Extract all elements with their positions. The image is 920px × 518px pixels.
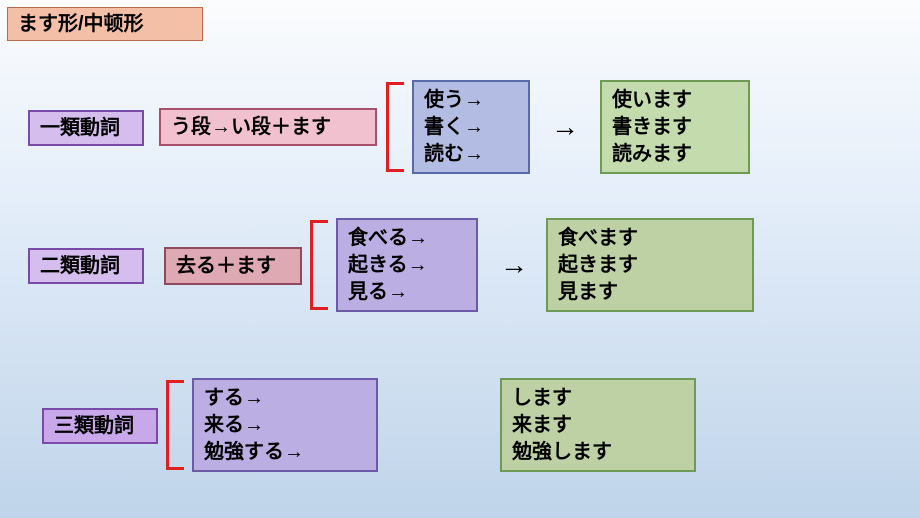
arrow-2: →: [494, 250, 534, 280]
type-label-1: 一類動詞: [28, 110, 144, 146]
rule-box-2: 去る＋ます: [164, 247, 302, 285]
rule-2-text: 去る＋ます: [176, 253, 290, 280]
bracket-2: [310, 220, 328, 310]
text-line: 来ます: [512, 412, 684, 439]
results-box-3: します来ます勉強します: [500, 378, 696, 472]
text-line: 読む→: [424, 141, 518, 168]
text-line: 見る→: [348, 279, 466, 306]
text-line: 見ます: [558, 279, 742, 306]
text-line: 使う→: [424, 87, 518, 114]
results-box-2: 食べます起きます見ます: [546, 218, 754, 312]
type-label-2-text: 二類動詞: [40, 253, 132, 280]
text-line: 使います: [612, 87, 738, 114]
examples-box-3: する→来る→勉強する→: [192, 378, 378, 472]
type-label-1-text: 一類動詞: [40, 115, 132, 142]
text-line: 書く→: [424, 114, 518, 141]
text-line: 書きます: [612, 114, 738, 141]
text-line: 起きます: [558, 252, 742, 279]
title-box: ます形/中顿形: [7, 7, 203, 41]
title-text: ます形/中顿形: [18, 11, 192, 38]
text-line: 勉強します: [512, 439, 684, 466]
text-line: します: [512, 385, 684, 412]
results-box-1: 使います書きます読みます: [600, 80, 750, 174]
bracket-1: [386, 82, 404, 172]
rule-box-1: う段→い段＋ます: [159, 108, 377, 146]
text-line: 来る→: [204, 412, 366, 439]
type-label-3: 三類動詞: [42, 408, 158, 444]
text-line: 食べます: [558, 225, 742, 252]
bracket-3: [166, 380, 184, 470]
arrow-1: →: [545, 112, 585, 142]
type-label-2: 二類動詞: [28, 248, 144, 284]
arrow-1-glyph: →: [551, 111, 579, 143]
type-label-3-text: 三類動詞: [54, 413, 146, 440]
examples-box-1: 使う→書く→読む→: [412, 80, 530, 174]
rule-1-text: う段→い段＋ます: [171, 114, 365, 141]
examples-box-2: 食べる→起きる→見る→: [336, 218, 478, 312]
arrow-2-glyph: →: [500, 249, 528, 281]
text-line: する→: [204, 385, 366, 412]
slide-root: { "title": { "text": "ます形/中顿形", "bg": "#…: [0, 0, 920, 518]
text-line: 食べる→: [348, 225, 466, 252]
text-line: 勉強する→: [204, 439, 366, 466]
text-line: 起きる→: [348, 252, 466, 279]
text-line: 読みます: [612, 141, 738, 168]
